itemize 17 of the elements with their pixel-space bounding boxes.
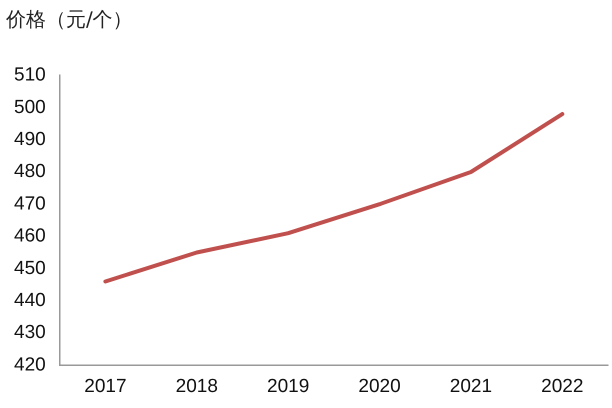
y-tick-label: 460 xyxy=(14,226,46,247)
x-tick-label: 2017 xyxy=(84,376,127,397)
y-tick-label: 440 xyxy=(14,290,46,312)
x-tick-label: 2022 xyxy=(541,376,584,397)
y-tick-label: 430 xyxy=(14,322,46,344)
y-axis-title: 价格（元/个） xyxy=(6,6,133,33)
y-tick-label: 480 xyxy=(14,161,46,182)
x-tick-label: 2018 xyxy=(176,376,218,397)
y-tick-label: 420 xyxy=(14,354,46,376)
y-tick-label: 500 xyxy=(14,96,46,118)
x-tick-label: 2021 xyxy=(450,376,492,397)
x-tick-label: 2019 xyxy=(267,376,310,397)
y-tick-label: 450 xyxy=(14,258,46,279)
y-tick-label: 470 xyxy=(14,193,46,214)
x-tick-label: 2020 xyxy=(358,376,401,397)
y-tick-label: 510 xyxy=(14,64,46,86)
y-tick-label: 490 xyxy=(14,129,46,150)
